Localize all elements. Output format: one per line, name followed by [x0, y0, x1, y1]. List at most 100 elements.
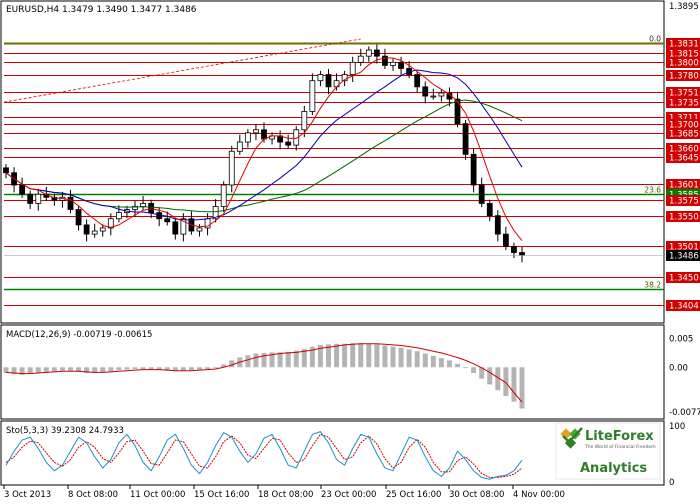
- sto-layer: [5, 431, 523, 480]
- candle-body: [349, 61, 356, 75]
- macd-histogram-bar: [422, 353, 428, 368]
- macd-histogram-bar: [84, 367, 90, 373]
- sto-tick-label: 100: [669, 422, 685, 432]
- macd-histogram-bar: [366, 343, 372, 368]
- macd-histogram-bar: [342, 343, 348, 368]
- candle-body: [261, 129, 267, 140]
- candle-body: [486, 203, 493, 217]
- macd-histogram-bar: [164, 367, 170, 371]
- level-price-box: [666, 152, 700, 163]
- level-price-box: [666, 211, 700, 222]
- candle-body: [365, 49, 372, 57]
- candle-body: [107, 218, 114, 229]
- sto-label: Sto(5,3,3) 39.2308 24.7933: [6, 426, 124, 436]
- macd-histogram-bar: [68, 367, 73, 371]
- macd-histogram-bar: [116, 367, 122, 371]
- candle-body: [172, 221, 179, 235]
- level-price-box: [666, 38, 700, 49]
- macd-histogram-bar: [188, 367, 194, 371]
- level-price-box: [666, 112, 700, 123]
- level-price-box: [666, 128, 700, 139]
- macd-histogram-bar: [495, 367, 501, 391]
- candle-body: [414, 74, 421, 88]
- main-panel-frame: [0, 0, 665, 324]
- macd-histogram-bar: [277, 352, 283, 368]
- level-price-box: [666, 57, 700, 68]
- macd-histogram-bar: [285, 351, 291, 368]
- level-price-box: [666, 87, 700, 98]
- macd-histogram-bar: [148, 367, 154, 370]
- level-price-label: 1.3550: [669, 213, 699, 223]
- candle-body: [228, 150, 235, 186]
- candle-body: [91, 230, 98, 235]
- candle-body: [478, 184, 485, 204]
- macd-histogram-bar: [479, 367, 485, 379]
- level-price-label: 1.3711: [669, 114, 699, 124]
- logo-tagline: The World of Financial Freedom: [584, 444, 656, 450]
- macd-histogram-bar: [59, 367, 65, 371]
- level-price-label: 1.3601: [669, 181, 699, 191]
- macd-histogram-bar: [221, 364, 227, 368]
- macd-histogram-bar: [43, 367, 49, 372]
- logo-brand: LiteForex: [585, 429, 654, 444]
- candle-body: [293, 129, 300, 146]
- macd-histogram-bar: [455, 363, 460, 368]
- candle-body: [325, 74, 332, 88]
- current-price-box: [666, 250, 700, 261]
- level-price-box: [666, 272, 700, 283]
- fib-marker: 38.2: [644, 281, 661, 290]
- candle-body: [156, 212, 163, 220]
- macd-histogram-bar: [253, 353, 259, 368]
- candle-body: [140, 203, 146, 207]
- level-price-label: 1.3800: [669, 59, 699, 69]
- candle-body: [301, 110, 308, 131]
- logo-product: Analytics: [580, 461, 647, 476]
- candle-body: [454, 98, 461, 125]
- fib-marker: 0.0: [649, 35, 661, 44]
- level-price-label: 1.3575: [669, 197, 699, 207]
- macd-histogram-bar: [261, 352, 267, 368]
- candle-body: [236, 141, 243, 152]
- level-price-label: 1.3815: [669, 50, 699, 60]
- candle-body: [398, 61, 404, 69]
- candle-body: [373, 49, 380, 57]
- macd-signal-line: [5, 343, 523, 403]
- macd-tick-label: -0.00777: [669, 408, 700, 418]
- candle-body: [244, 132, 251, 143]
- macd-histogram-bar: [100, 367, 106, 373]
- macd-histogram-bar: [382, 345, 388, 368]
- level-price-label: 1.3404: [669, 302, 699, 312]
- level-price-box: [666, 143, 700, 154]
- level-price-box: [666, 48, 700, 59]
- macd-histogram-bar: [398, 347, 404, 368]
- macd-histogram-bar: [92, 367, 98, 373]
- fib-marker: 23.6: [644, 186, 661, 195]
- candle-body: [180, 218, 187, 235]
- candle-body: [357, 55, 364, 63]
- level-price-label: 1.3450: [669, 274, 699, 284]
- candle-body: [494, 215, 501, 235]
- level-price-box: [666, 189, 700, 200]
- macd-histogram-bar: [140, 367, 146, 369]
- candle-body: [253, 129, 259, 134]
- candle-body: [99, 227, 106, 232]
- candle-body: [511, 245, 517, 253]
- level-price-box: [666, 195, 700, 206]
- candle-body: [75, 209, 82, 226]
- candle-body: [3, 167, 9, 174]
- macd-histogram-bar: [11, 367, 17, 375]
- level-price-label: 1.3700: [669, 121, 699, 131]
- candle-body: [148, 203, 155, 214]
- trend-line: [3, 38, 361, 103]
- macd-histogram-bar: [487, 367, 493, 385]
- level-price-label: 1.3645: [669, 154, 699, 164]
- macd-histogram-bar: [172, 367, 178, 372]
- sto-main-line: [5, 431, 523, 480]
- macd-histogram-bar: [124, 367, 130, 370]
- candle-body: [382, 55, 388, 66]
- candle-body: [132, 206, 138, 210]
- time-label: 25 Oct 16:00: [386, 490, 441, 500]
- candle-body: [115, 212, 122, 220]
